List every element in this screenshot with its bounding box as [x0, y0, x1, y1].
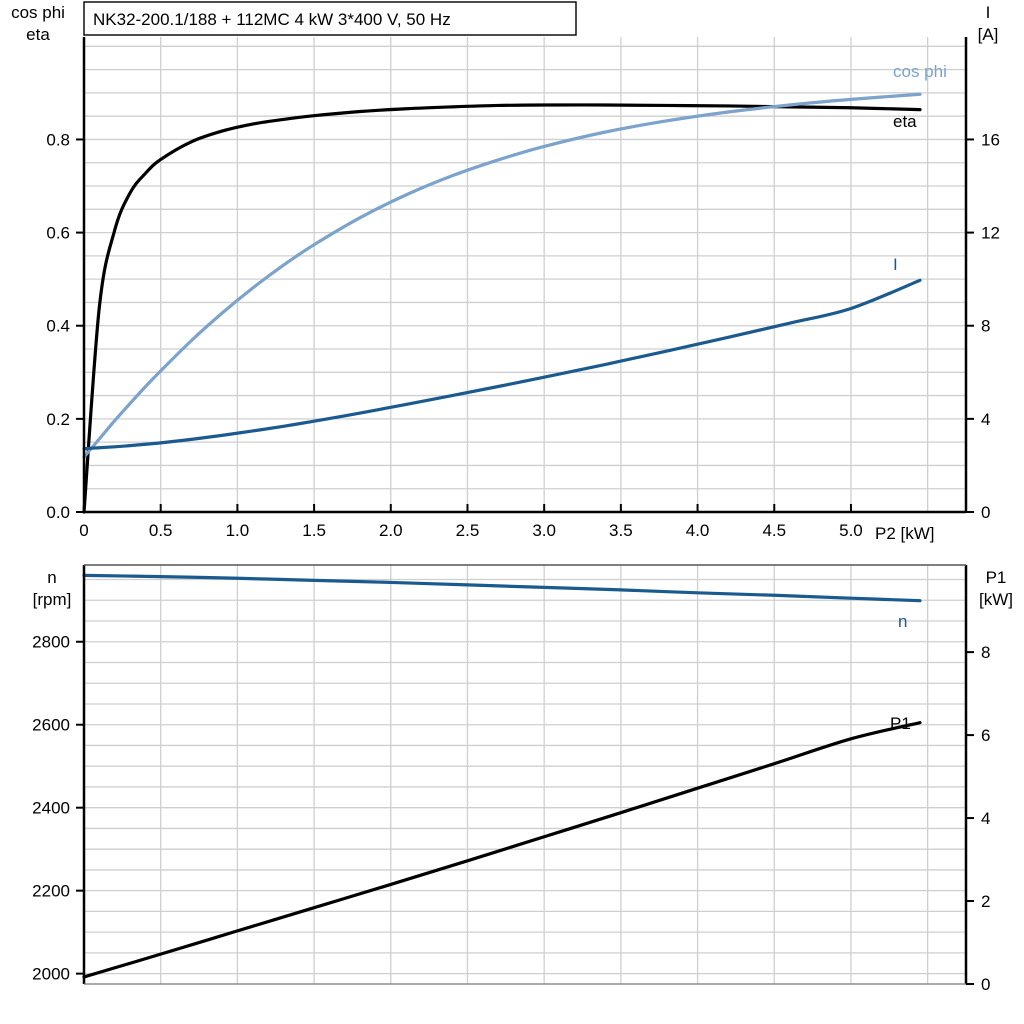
x-tick-label: 0 — [79, 521, 88, 540]
top-x-axis-title: P2 [kW] — [875, 524, 935, 543]
y2-tick-label: 4 — [981, 809, 990, 828]
y-tick-label: 2000 — [32, 965, 70, 984]
bottom-chart-ticks — [76, 640, 974, 985]
y-tick-label: 0.0 — [46, 503, 70, 522]
bottom-left-axis-title-line1: n — [47, 568, 56, 587]
curve-n — [82, 573, 922, 603]
y-tick-label: 2200 — [32, 882, 70, 901]
y2-tick-label: 6 — [981, 726, 990, 745]
chart-title: NK32-200.1/188 + 112MC 4 kW 3*400 V, 50 … — [93, 10, 451, 29]
top-right-axis-title-line1: I — [986, 3, 991, 22]
curve-label-current: I — [893, 255, 898, 274]
curve-label-eta: eta — [893, 112, 917, 131]
top-chart-ticks — [76, 138, 974, 513]
y-tick-label: 0.2 — [46, 410, 70, 429]
curve-I — [82, 278, 922, 451]
y-tick-label: 0.4 — [46, 317, 70, 336]
x-tick-label: 2.5 — [456, 521, 480, 540]
x-tick-label: 4.5 — [762, 521, 786, 540]
bottom-chart-tick-labels: 2000 2200 2400 2600 2800 0 2 4 6 8 — [32, 633, 990, 994]
title-box — [83, 1, 577, 36]
bottom-chart-gridlines — [84, 565, 966, 984]
top-chart-gridlines — [84, 37, 966, 512]
x-tick-label: 4.0 — [686, 521, 710, 540]
bottom-right-axis-title-line1: P1 — [986, 568, 1007, 587]
bottom-chart: 2000 2200 2400 2600 2800 0 2 4 6 8 n [rpm] P1 [kW… — [32, 564, 1013, 994]
curve-label-speed: n — [898, 612, 907, 631]
top-right-axis-title-line2: [A] — [978, 25, 999, 44]
y-tick-label: 2400 — [32, 799, 70, 818]
x-tick-label: 3.0 — [532, 521, 556, 540]
x-tick-label: 0.5 — [149, 521, 173, 540]
y2-tick-label: 16 — [981, 130, 1000, 149]
x-tick-label: 2.0 — [379, 521, 403, 540]
y2-tick-label: 2 — [981, 892, 990, 911]
x-tick-label: 1.0 — [226, 521, 250, 540]
x-tick-label: 5.0 — [839, 521, 863, 540]
y-tick-label: 2600 — [32, 716, 70, 735]
y2-tick-label: 8 — [981, 643, 990, 662]
curve-eta — [82, 103, 922, 514]
y-tick-label: 0.6 — [46, 224, 70, 243]
top-chart-curves — [82, 92, 922, 514]
curve-P1 — [82, 721, 922, 979]
x-tick-label: 1.5 — [302, 521, 326, 540]
y2-tick-label: 0 — [981, 503, 990, 522]
curve-label-cos-phi: cos phi — [893, 62, 947, 81]
bottom-right-axis-title-line2: [kW] — [979, 590, 1013, 609]
top-left-axis-title-line2: eta — [26, 25, 50, 44]
y2-tick-label: 12 — [981, 224, 1000, 243]
curve-label-power: P1 — [890, 714, 911, 733]
bottom-left-axis-title-line2: [rpm] — [33, 590, 72, 609]
x-tick-label: 3.5 — [609, 521, 633, 540]
top-chart-tick-labels: 0 0.5 1.0 1.5 2.0 2.5 3.0 3.5 4.0 4.5 5.0 0.0 0.2 0.4… — [46, 130, 1000, 540]
y2-tick-label: 4 — [981, 410, 990, 429]
curve-cos-phi — [82, 92, 922, 459]
y2-tick-label: 8 — [981, 317, 990, 336]
y-tick-label: 2800 — [32, 633, 70, 652]
top-chart: 0 0.5 1.0 1.5 2.0 2.5 3.0 3.5 4.0 4.5 5.0 0.0 0.2 0.4… — [11, 1, 1000, 543]
y-tick-label: 0.8 — [46, 130, 70, 149]
y2-tick-label: 0 — [981, 975, 990, 994]
bottom-chart-curves — [82, 573, 922, 979]
top-left-axis-title-line1: cos phi — [11, 3, 65, 22]
